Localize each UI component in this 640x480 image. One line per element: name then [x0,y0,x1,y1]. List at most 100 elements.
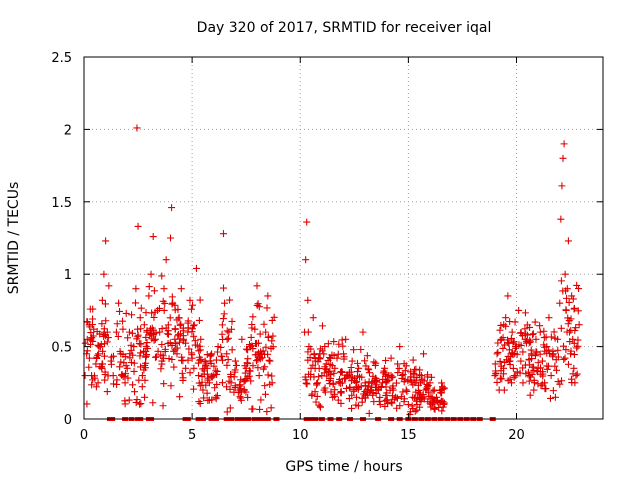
data-point [558,182,566,190]
data-point [559,342,567,350]
data-point [530,366,538,374]
data-point [254,349,262,357]
data-point [101,332,109,340]
data-point [220,310,228,318]
data-point [372,381,380,389]
data-point [550,328,558,336]
data-point [563,328,571,336]
data-point [136,349,144,357]
data-point [100,352,108,360]
data-point [114,332,122,340]
data-point [96,330,104,338]
data-point [159,297,167,305]
data-point [572,372,580,380]
data-point [256,330,264,338]
data-point [128,311,136,319]
data-point [127,346,135,354]
data-point [313,392,321,400]
data-point [112,328,120,336]
data-point [380,367,388,375]
data-point [178,356,186,364]
data-point [265,356,273,364]
data-point [534,380,542,388]
data-point [251,340,259,348]
data-point [348,404,356,412]
data-point [430,405,438,413]
data-point [143,351,151,359]
data-point [537,370,545,378]
data-point [263,304,271,312]
data-point [549,353,557,361]
data-point [526,336,534,344]
data-point [547,372,555,380]
data-point [308,392,316,400]
data-point [132,399,140,407]
data-point [184,356,192,364]
data-point [103,338,111,346]
data-point [523,331,531,339]
data-point [365,409,373,417]
data-point [225,377,233,385]
data-point [149,233,157,241]
data-point [236,381,244,389]
data-point [142,342,150,350]
data-point [310,351,318,359]
data-point [529,330,537,338]
data-point [119,373,127,381]
data-point [396,343,404,351]
data-point [160,380,168,388]
data-point [393,404,401,412]
data-point [337,379,345,387]
data-point [170,363,178,371]
data-point [506,375,514,383]
data-point [147,270,155,278]
data-point [113,380,121,388]
data-point [81,339,89,347]
data-point [388,392,396,400]
data-point [190,385,198,393]
data-point [244,373,252,381]
data-point [140,321,148,329]
x-tick-label: 0 [80,428,88,443]
data-point [261,390,269,398]
data-point [325,377,333,385]
data-point [261,363,269,371]
data-point [352,393,360,401]
data-point [208,373,216,381]
data-point [231,357,239,365]
data-point [150,330,158,338]
data-point [196,296,204,304]
data-point [559,287,567,295]
data-point [355,364,363,372]
data-point [551,393,559,401]
data-point [326,367,334,375]
data-point [269,332,277,340]
data-point [506,318,514,326]
data-point [236,393,244,401]
plot-frame [83,56,604,420]
data-point [157,351,165,359]
data-point [513,350,521,358]
data-point [547,333,555,341]
data-point [179,374,187,382]
data-point [496,326,504,334]
data-point [565,317,573,325]
data-point [159,402,167,410]
data-point [510,373,518,381]
data-point [218,379,226,387]
data-point [97,340,105,348]
data-point [512,344,520,352]
data-point [306,354,314,362]
data-point [318,322,326,330]
data-point [237,396,245,404]
data-point [168,293,176,301]
data-point [210,362,218,370]
data-point [199,386,207,394]
data-point [431,405,439,413]
data-point [217,343,225,351]
data-point [526,323,534,331]
y-tick-label: 0.5 [51,341,72,356]
data-point [141,364,149,372]
y-tick-label: 1 [64,268,72,283]
data-point [196,400,204,408]
